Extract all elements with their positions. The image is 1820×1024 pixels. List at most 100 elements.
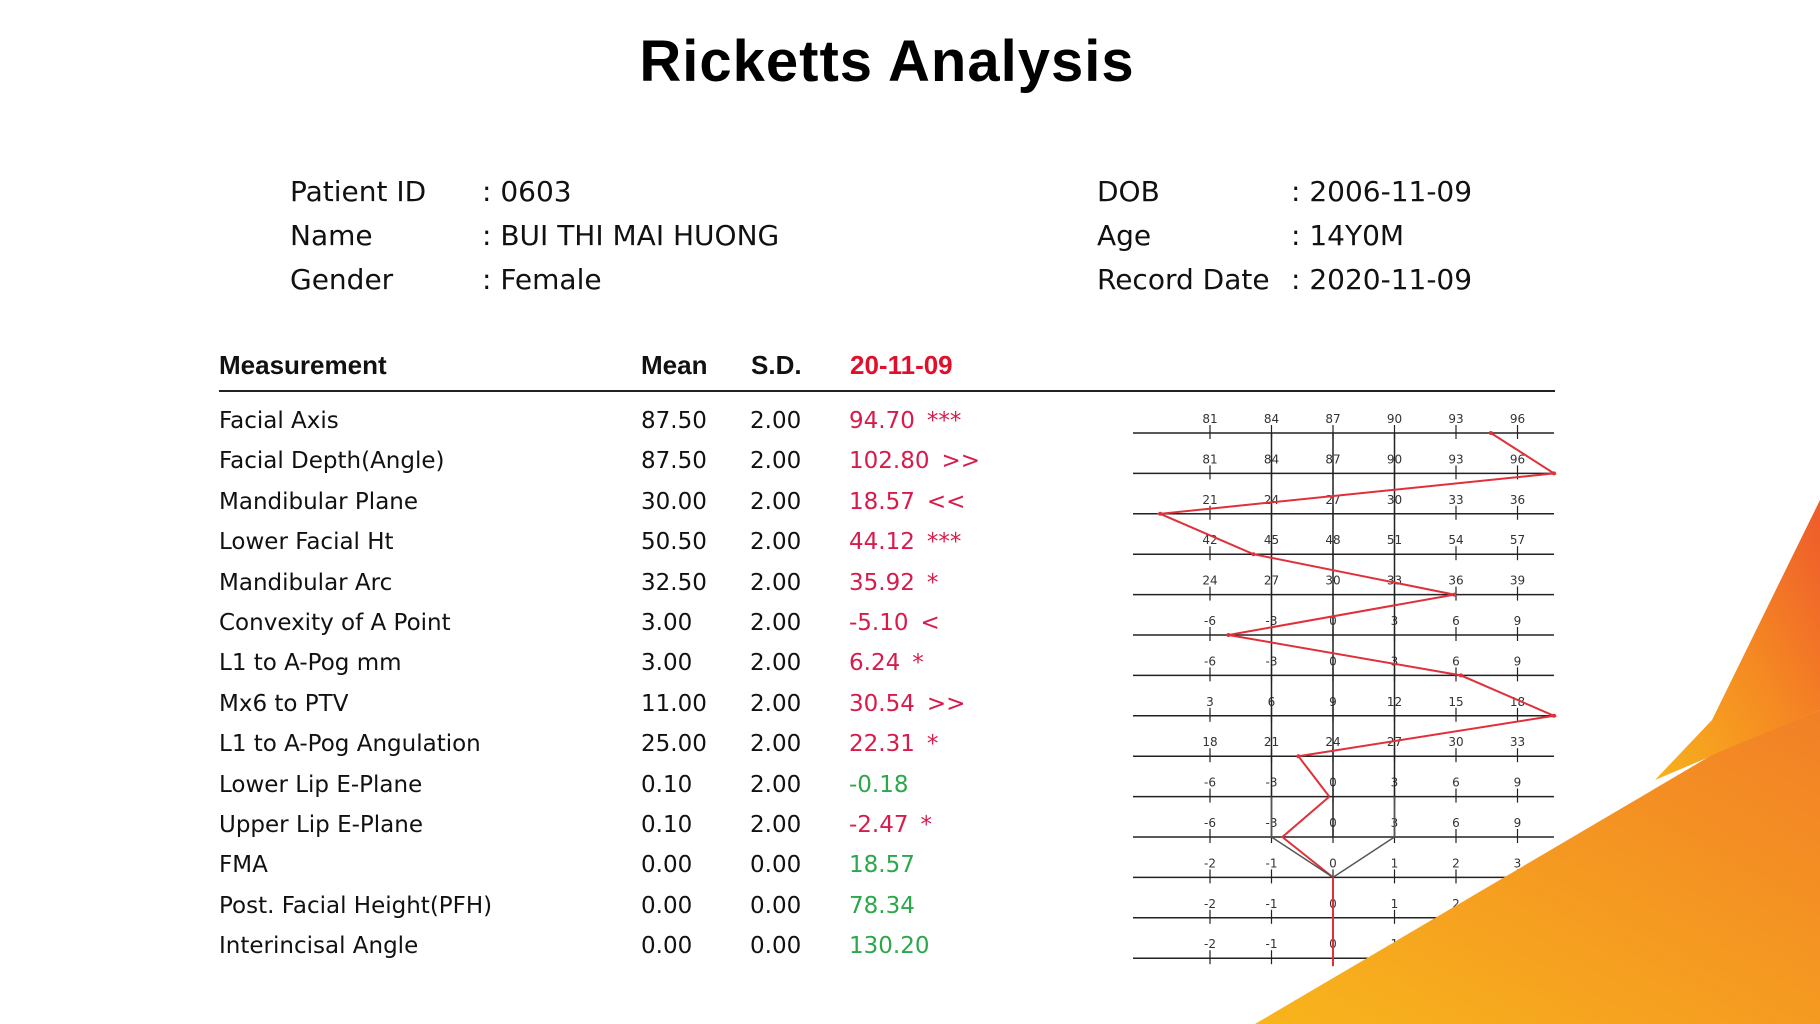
dob-label: DOB	[1097, 175, 1160, 208]
measurement-flag: *	[920, 812, 933, 838]
age-label: Age	[1097, 219, 1152, 252]
measurement-value: 22.31 *	[849, 731, 938, 757]
tick-label: 36	[1448, 574, 1463, 588]
measurement-value: 130.20	[849, 933, 941, 959]
measurement-flag: >>	[941, 448, 981, 475]
tick-label: 3	[1206, 695, 1214, 709]
measurement-sd: 2.00	[750, 771, 802, 798]
measurement-sd: 2.00	[750, 529, 802, 556]
measurement-mean: 0.00	[641, 933, 693, 960]
tick-label: 57	[1510, 533, 1525, 547]
measurement-value-number: 44.12	[849, 529, 915, 556]
tick-label: 96	[1510, 412, 1525, 426]
table-row: Upper Lip E-Plane 0.10 2.00 -2.47 *	[219, 812, 1219, 842]
measurement-value: 18.57 <<	[849, 489, 965, 515]
measurement-mean: 87.50	[641, 408, 707, 434]
measurement-name: Mandibular Plane	[219, 488, 419, 515]
measurement-mean: 3.00	[641, 650, 693, 677]
measurement-flag: *	[926, 731, 939, 758]
tick-label: 3	[1514, 856, 1522, 870]
tick-label: 54	[1448, 533, 1463, 547]
tick-label: 2	[1452, 897, 1460, 911]
measurement-mean: 32.50	[641, 569, 707, 596]
tick-label: 9	[1514, 654, 1522, 668]
table-row: FMA 0.00 0.00 18.57	[219, 852, 1219, 882]
tick-label: -6	[1204, 816, 1216, 830]
dob-row: DOB : 2006-11-09	[1097, 170, 1472, 214]
measurement-sd: 2.00	[750, 690, 802, 717]
table-row: Interincisal Angle 0.00 0.00 130.20	[219, 933, 1219, 963]
tick-label: 33	[1510, 735, 1525, 749]
tick-label: 0	[1329, 856, 1337, 870]
table-row: Post. Facial Height(PFH) 0.00 0.00 78.34	[219, 893, 1219, 923]
tick-label: 39	[1510, 574, 1525, 588]
tick-label: -1	[1266, 856, 1278, 870]
table-row: Mandibular Arc 32.50 2.00 35.92 *	[219, 570, 1219, 600]
patient-gender-label: Gender	[290, 263, 394, 296]
patient-gender-value: : Female	[482, 263, 602, 296]
profile-point	[1251, 552, 1256, 557]
measurement-flag: *	[926, 569, 939, 596]
tick-label: 9	[1514, 816, 1522, 830]
decor-orange-shape	[1655, 500, 1820, 780]
measurement-mean: 0.10	[641, 771, 693, 798]
measurement-value-number: 102.80	[849, 448, 930, 475]
measurement-name: Mandibular Arc	[219, 569, 393, 596]
tick-label: 6	[1452, 614, 1460, 628]
header-measurement: Measurement	[219, 350, 387, 380]
dob-value: : 2006-11-09	[1291, 175, 1473, 208]
measurement-name: Interincisal Angle	[219, 933, 419, 960]
table-row: L1 to A-Pog mm 3.00 2.00 6.24 *	[219, 650, 1219, 680]
measurement-sd: 2.00	[750, 488, 802, 515]
measurement-sd: 0.00	[750, 852, 802, 879]
measurement-mean: 3.00	[641, 610, 693, 636]
tick-label: 30	[1448, 735, 1463, 749]
measurement-name: Mx6 to PTV	[219, 690, 349, 717]
patient-id-label: Patient ID	[290, 175, 427, 208]
table-row: Lower Lip E-Plane 0.10 2.00 -0.18	[219, 772, 1219, 802]
measurement-value: 78.34	[849, 893, 927, 919]
patient-id-value: : 0603	[482, 175, 572, 208]
measurement-value: 44.12 ***	[849, 529, 961, 555]
table-row: L1 to A-Pog Angulation 25.00 2.00 22.31 *	[219, 731, 1219, 761]
profile-point	[1552, 713, 1556, 718]
measurement-value-number: 6.24	[849, 650, 901, 677]
measurement-value-number: 130.20	[849, 933, 930, 960]
tick-label: 18	[1202, 735, 1217, 749]
tick-label: -6	[1204, 654, 1216, 668]
age-row: Age : 14Y0M	[1097, 214, 1472, 258]
measurement-name: Upper Lip E-Plane	[219, 812, 423, 838]
measurement-flag: *	[912, 650, 924, 677]
patient-name-value: : BUI THI MAI HUONG	[482, 219, 780, 252]
measurement-sd: 2.00	[750, 408, 802, 434]
profile-point	[1488, 431, 1493, 435]
tick-label: 9	[1514, 614, 1522, 628]
measurement-mean: 25.00	[641, 731, 707, 758]
measurement-name: L1 to A-Pog Angulation	[219, 731, 481, 758]
measurement-value: 94.70 ***	[849, 408, 961, 434]
measurement-value: -5.10 <	[849, 610, 940, 636]
measurement-mean: 0.00	[641, 852, 693, 879]
tick-label: 93	[1448, 452, 1463, 466]
tick-label: 84	[1264, 412, 1279, 426]
table-row: Lower Facial Ht 50.50 2.00 44.12 ***	[219, 529, 1219, 559]
measurement-value: -0.18	[849, 772, 921, 798]
measurement-mean: 0.10	[641, 812, 693, 838]
measurement-name: FMA	[219, 852, 268, 879]
measurement-value: 6.24 *	[849, 650, 924, 676]
measurement-name: Post. Facial Height(PFH)	[219, 892, 493, 919]
table-row: Mandibular Plane 30.00 2.00 18.57 <<	[219, 489, 1219, 519]
patient-gender-row: Gender : Female	[290, 258, 779, 302]
profile-link	[1297, 755, 1331, 798]
measurement-value: 35.92 *	[849, 570, 938, 596]
measurement-value-number: -5.10	[849, 610, 909, 636]
record-date-value: : 2020-11-09	[1291, 263, 1473, 296]
measurement-value-number: 18.57	[849, 852, 915, 879]
measurement-sd: 2.00	[750, 610, 802, 636]
header-record-date: 20-11-09	[850, 350, 953, 380]
patient-name-row: Name : BUI THI MAI HUONG	[290, 214, 779, 258]
patient-id-row: Patient ID : 0603	[290, 170, 779, 214]
age-value: : 14Y0M	[1291, 219, 1405, 252]
tick-label: 6	[1452, 776, 1460, 790]
measurement-flag: <	[920, 610, 940, 636]
